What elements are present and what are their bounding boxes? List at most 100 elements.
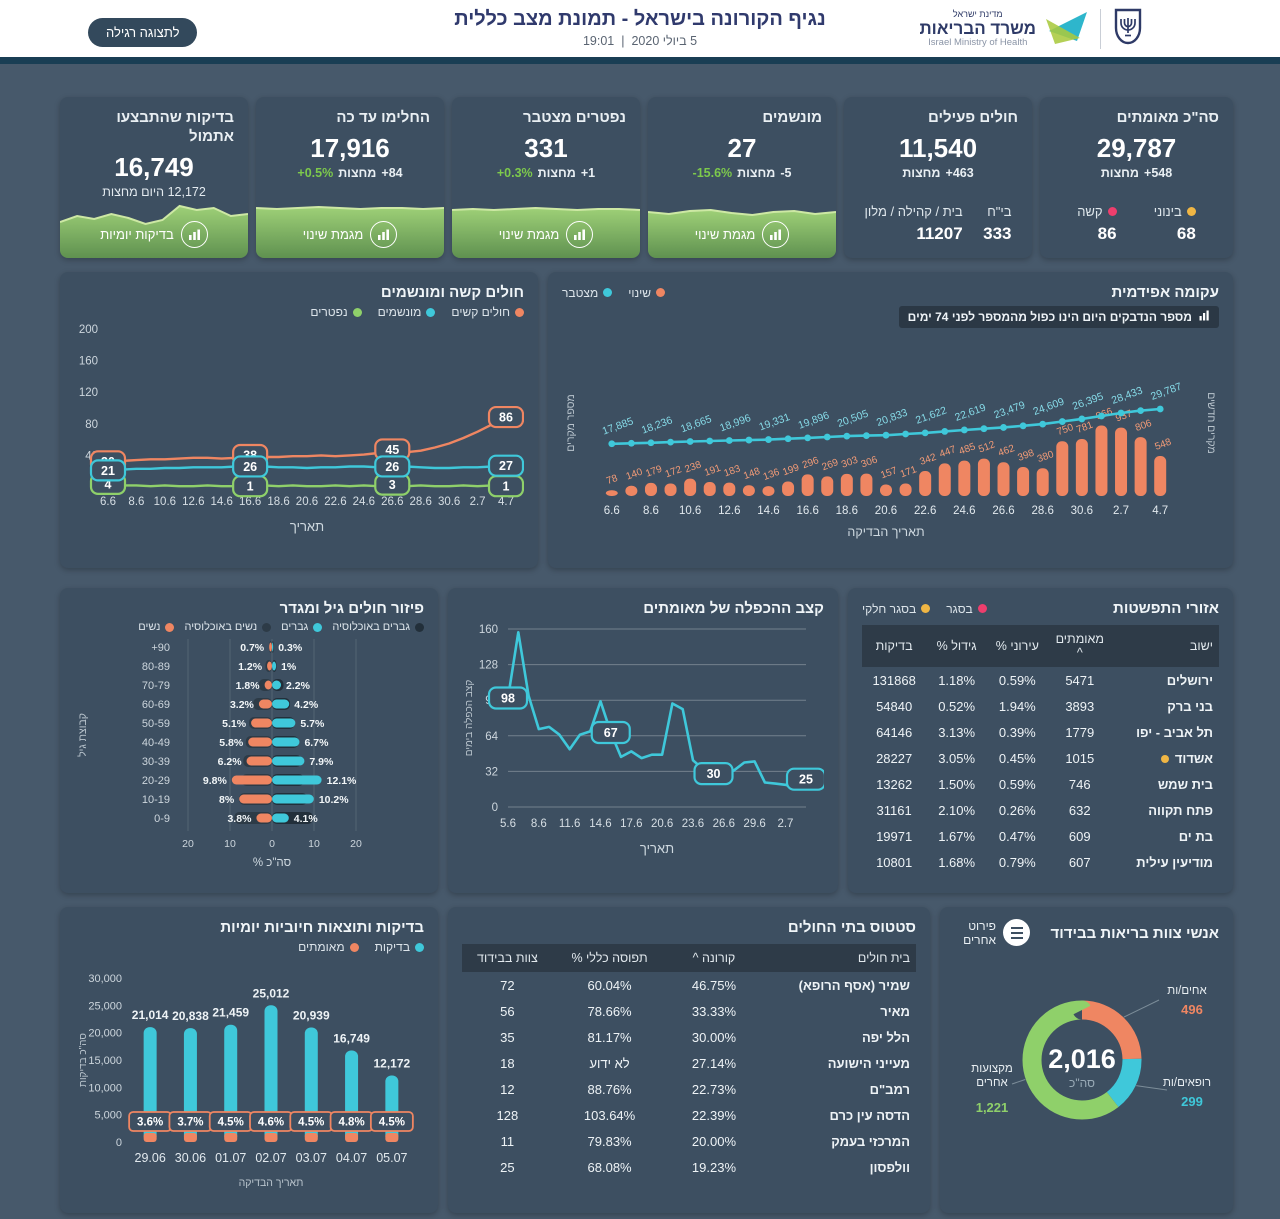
row-value: לא ידוע [589, 1055, 630, 1071]
kpi-breakdown: בי"ח 333 בית / קהילה / מלון 11207 [844, 204, 1032, 244]
svg-text:22,619: 22,619 [953, 401, 987, 423]
svg-text:30.6: 30.6 [438, 496, 460, 508]
svg-text:6.6: 6.6 [604, 505, 620, 517]
legend-label: נפטרים [310, 305, 348, 319]
svg-text:10-19: 10-19 [142, 794, 170, 806]
svg-text:18.6: 18.6 [267, 496, 289, 508]
svg-text:5.8%: 5.8% [219, 737, 244, 749]
legend-item: מונשמים [378, 305, 436, 319]
legend-label: נשים [138, 621, 161, 633]
row-value: 10801 [876, 854, 913, 870]
hamburger-icon [1003, 919, 1030, 946]
svg-text:806: 806 [1134, 418, 1154, 434]
chart-legend: שינוי מצטבר [562, 286, 665, 300]
svg-text:4.5%: 4.5% [298, 1117, 324, 1129]
svg-text:462: 462 [997, 443, 1017, 459]
svg-text:1,221: 1,221 [976, 1100, 1009, 1115]
svg-text:238: 238 [683, 459, 703, 475]
svg-text:40-49: 40-49 [142, 737, 170, 749]
svg-text:תאריך הבדיקה: תאריך הבדיקה [847, 525, 924, 539]
row-value: 746 [1068, 776, 1091, 792]
header-bar: לתצוגה רגילה נגיף הקורונה בישראל - תמונת… [0, 0, 1280, 57]
column-header[interactable]: גידול % [926, 625, 987, 667]
column-header[interactable]: קורונה ^ [666, 944, 762, 972]
others-detail-button[interactable]: פירוט אחרים [954, 919, 1030, 948]
logo-divider [1100, 9, 1101, 49]
svg-text:18.6: 18.6 [836, 505, 858, 517]
table-row: המרכזי בעמק 20.00% 79.83% 11 [462, 1128, 916, 1154]
daily-tests-link[interactable]: בדיקות יומיות [60, 221, 248, 248]
svg-text:29.6: 29.6 [743, 818, 765, 830]
legend-dot-icon [313, 622, 323, 632]
kpi-delta: +463 מחצות [902, 165, 974, 180]
chart-title: חולים קשה ומונשמים [380, 284, 524, 301]
svg-text:4: 4 [105, 477, 112, 491]
stat-hospital: בי"ח 333 [983, 204, 1012, 243]
svg-text:80: 80 [85, 419, 98, 431]
table-row: ירושלים 5471 0.59% 1.18% 131868 [862, 667, 1219, 693]
svg-text:19,896: 19,896 [797, 409, 831, 431]
hospital-status-table: בית חולים קורונה ^ תפוסה כללי % צוות בבידוד… [462, 944, 916, 1180]
svg-text:148: 148 [742, 466, 762, 482]
svg-text:5.7%: 5.7% [300, 718, 325, 730]
legend-label: שינוי [628, 285, 651, 300]
column-header[interactable]: בדיקות [862, 625, 927, 667]
trend-link[interactable]: מגמת שינוי [648, 221, 836, 248]
row-value: 0.47% [998, 828, 1036, 844]
row-value: 54840 [876, 698, 913, 714]
svg-text:30-39: 30-39 [142, 756, 170, 768]
legend-label: בסגר [946, 601, 973, 616]
svg-text:29,787: 29,787 [1149, 381, 1183, 403]
chart-title: פיזור חולים גיל ומגדר [279, 600, 424, 617]
staff-isolation-donut: אחים/ות 496 רופאים/ות 299 מקצועות אחרים 1,221 2… [971, 985, 1211, 1120]
doubling-rate-chart: 0326496128160986730255.68.611.614.617.62… [463, 624, 827, 856]
legend-label: מונשמים [377, 305, 422, 319]
svg-text:8.6: 8.6 [531, 818, 547, 830]
column-header[interactable]: בית חולים [761, 944, 916, 972]
kpi-value: 331 [524, 132, 568, 163]
svg-text:+90: +90 [151, 642, 170, 654]
svg-text:342: 342 [918, 452, 938, 468]
row-value: 46.75% [691, 977, 737, 993]
row-name: רמב"ם [869, 1081, 910, 1097]
row-name: מעייני הישועה [827, 1055, 910, 1071]
column-header[interactable]: צוות בבידוד [462, 944, 553, 972]
row-name: פתח תקווה [1148, 802, 1213, 818]
trend-link[interactable]: מגמת שינוי [452, 221, 640, 248]
row-name: בית שמש [1157, 776, 1213, 792]
svg-text:10.6: 10.6 [154, 496, 176, 508]
svg-text:2.7: 2.7 [777, 818, 793, 830]
column-header[interactable]: תפוסה כללי % [552, 944, 667, 972]
column-header[interactable]: מאומתים ^ [1047, 625, 1112, 667]
svg-text:24.6: 24.6 [953, 505, 975, 517]
svg-text:12.6: 12.6 [182, 496, 204, 508]
row-value: 79.83% [587, 1133, 632, 1149]
severe-dot-icon [1107, 207, 1117, 216]
trend-link[interactable]: מגמת שינוי [256, 221, 444, 248]
svg-text:447: 447 [938, 444, 958, 460]
row-value: 60.04% [587, 977, 632, 993]
column-header[interactable]: עירוני % [986, 625, 1048, 667]
svg-text:4.7: 4.7 [498, 496, 514, 508]
svg-text:4.8%: 4.8% [338, 1117, 364, 1129]
spread-areas-card: אזורי התפשטות בסגר בסגר חלקי ישוב מאומתים … [848, 588, 1233, 893]
row-value: 5471 [1065, 672, 1095, 688]
legend-dot-icon [603, 288, 613, 297]
column-header[interactable]: ישוב [1111, 625, 1219, 667]
svg-text:3: 3 [389, 478, 396, 492]
svg-text:18,665: 18,665 [679, 413, 713, 435]
svg-text:86: 86 [499, 411, 513, 425]
svg-text:5.6: 5.6 [500, 818, 516, 830]
svg-text:2,016: 2,016 [1048, 1044, 1116, 1074]
kpi-title: חולים פעילים [928, 109, 1018, 126]
legend-dot-icon [349, 942, 359, 952]
svg-text:1%: 1% [281, 661, 297, 673]
svg-text:179: 179 [644, 464, 664, 480]
separator: | [621, 34, 625, 48]
row-value: 0.52% [938, 698, 976, 714]
hospital-status-card: סטטוס בתי החולים בית חולים קורונה ^ תפוסה … [448, 907, 930, 1213]
legend-item: נשים [138, 621, 175, 633]
trend-chart-icon [180, 221, 208, 248]
svg-text:0.7%: 0.7% [240, 642, 265, 654]
normal-view-button[interactable]: לתצוגה רגילה [88, 18, 198, 47]
